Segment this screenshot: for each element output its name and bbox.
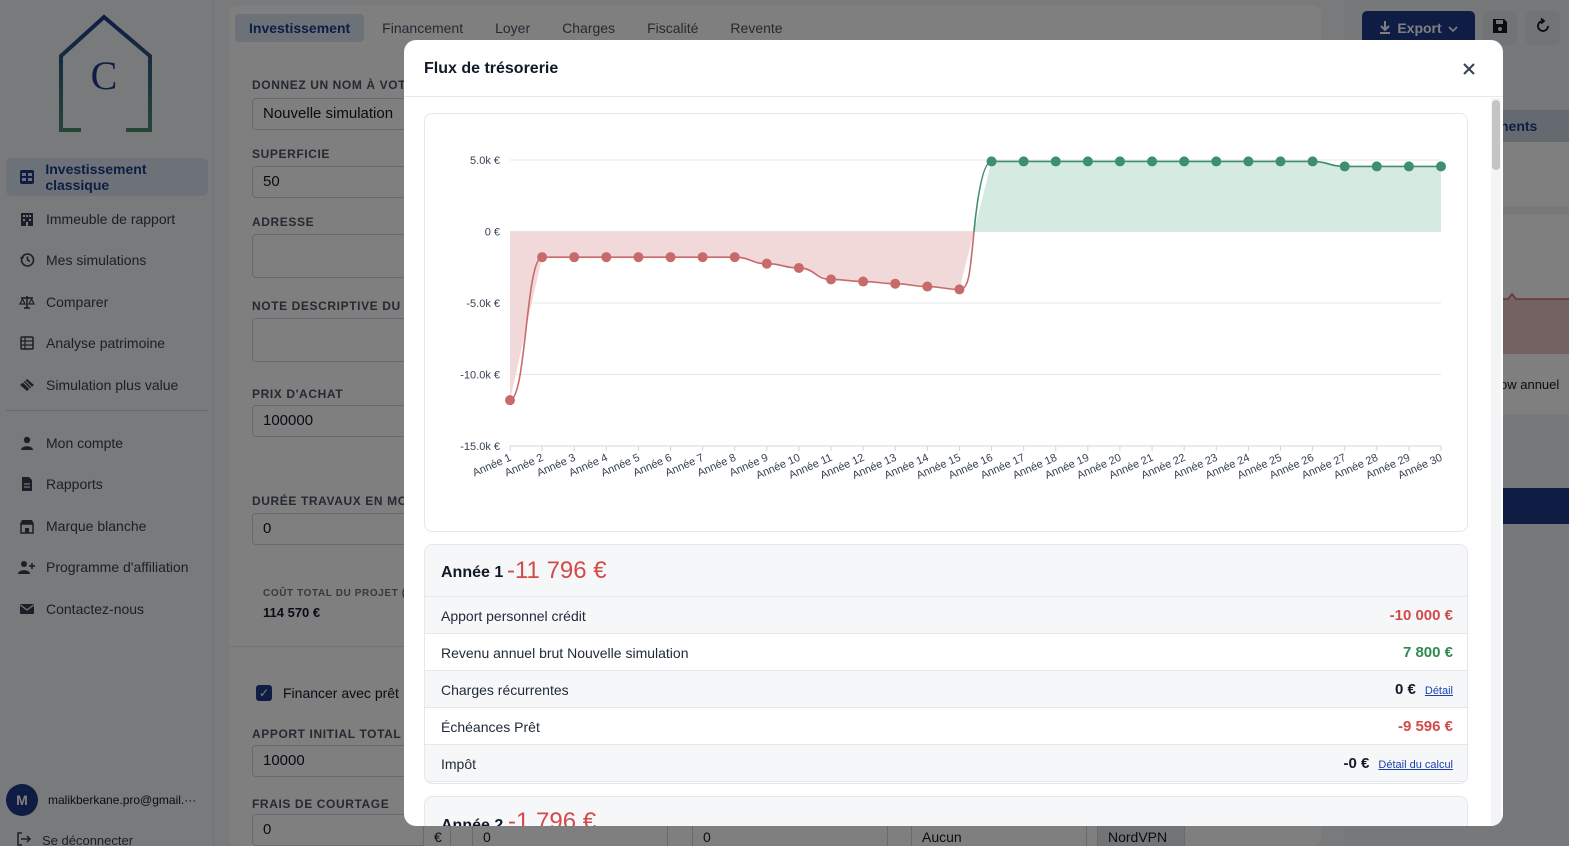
data-point xyxy=(665,252,676,263)
data-point xyxy=(601,252,612,263)
data-point xyxy=(1114,156,1125,167)
negative-area xyxy=(510,231,974,401)
row-value: -9 596 € xyxy=(1397,718,1453,735)
table-row: Apport personnel crédit -10 000 € xyxy=(425,597,1467,634)
row-value: 0 € xyxy=(1395,681,1416,698)
y-tick-label: -15.0k € xyxy=(460,441,500,453)
year-1-label: Année 1 xyxy=(441,564,504,581)
modal-scrollbar[interactable] xyxy=(1491,98,1501,826)
data-point xyxy=(729,252,740,263)
year-2-label: Année 2 xyxy=(441,817,504,826)
data-point xyxy=(954,284,965,295)
row-right: -10 000 € xyxy=(1390,607,1453,624)
year-1-total: -11 796 € xyxy=(507,557,607,584)
data-point xyxy=(793,262,804,273)
modal-scrollbar-thumb[interactable] xyxy=(1492,100,1500,170)
data-point xyxy=(761,258,772,269)
y-tick-label: -5.0k € xyxy=(466,298,500,310)
data-point xyxy=(1339,161,1350,172)
modal-header: Flux de trésorerie xyxy=(404,40,1503,97)
y-tick-label: 0 € xyxy=(485,227,500,239)
data-point xyxy=(1436,161,1446,172)
year-2-card[interactable]: Année 2 -1 796 € xyxy=(424,796,1468,826)
data-point xyxy=(858,276,869,287)
data-point xyxy=(1050,156,1061,167)
data-point xyxy=(537,252,548,263)
year-1-header: Année 1 -11 796 € xyxy=(425,545,1467,597)
close-button[interactable] xyxy=(1458,58,1480,80)
row-right: -9 596 € xyxy=(1398,718,1453,735)
cashflow-modal: Flux de trésorerie 5.0k € 0 € -5.0k € -10.0… xyxy=(404,40,1503,826)
data-point xyxy=(1403,161,1414,172)
row-right: 0 € Détail xyxy=(1395,681,1453,698)
data-point xyxy=(1082,156,1093,167)
row-label: Apport personnel crédit xyxy=(441,608,586,624)
table-row: Revenu annuel brut Nouvelle simulation 7 … xyxy=(425,634,1467,671)
data-point xyxy=(569,252,580,263)
data-point xyxy=(1371,161,1382,172)
row-label: Impôt xyxy=(441,756,477,772)
detail-link[interactable]: Détail xyxy=(1424,685,1453,697)
year-2-total: -1 796 € xyxy=(508,808,597,826)
data-point xyxy=(826,274,837,285)
data-point xyxy=(1243,156,1254,167)
data-point xyxy=(890,278,901,289)
close-icon xyxy=(1458,63,1480,84)
row-value: -0 € xyxy=(1343,755,1370,772)
table-row: Échéances Prêt -9 596 € xyxy=(425,708,1467,745)
modal-title: Flux de trésorerie xyxy=(424,60,559,77)
y-tick-label: -10.0k € xyxy=(460,370,500,382)
data-point xyxy=(1018,156,1029,167)
row-label: Revenu annuel brut Nouvelle simulation xyxy=(441,645,689,661)
detail-link[interactable]: Détail du calcul xyxy=(1378,759,1453,771)
data-point xyxy=(1307,156,1318,167)
y-tick-label: 5.0k € xyxy=(470,155,500,167)
row-label: Échéances Prêt xyxy=(441,719,540,735)
year-1-card: Année 1 -11 796 € Apport personnel crédi… xyxy=(424,544,1468,784)
row-right: 7 800 € xyxy=(1403,644,1453,661)
row-right: -0 € Détail du calcul xyxy=(1344,755,1453,772)
table-row: Impôt -0 € Détail du calcul xyxy=(425,745,1467,782)
data-point xyxy=(986,156,997,167)
data-point xyxy=(1147,156,1158,167)
row-value: -10 000 € xyxy=(1389,607,1453,624)
positive-area xyxy=(973,161,1441,232)
cashflow-chart-svg: 5.0k €0 €-5.0k €-10.0k €-15.0k €Année 1A… xyxy=(460,155,1446,482)
data-point xyxy=(1211,156,1222,167)
data-point xyxy=(922,281,933,292)
table-row: Charges récurrentes 0 € Détail xyxy=(425,671,1467,708)
data-point xyxy=(1179,156,1190,167)
data-point xyxy=(1275,156,1286,167)
data-point xyxy=(697,252,708,263)
row-label: Charges récurrentes xyxy=(441,682,569,698)
row-value: 7 800 € xyxy=(1402,644,1453,661)
data-point xyxy=(505,395,515,406)
data-point xyxy=(633,252,644,263)
